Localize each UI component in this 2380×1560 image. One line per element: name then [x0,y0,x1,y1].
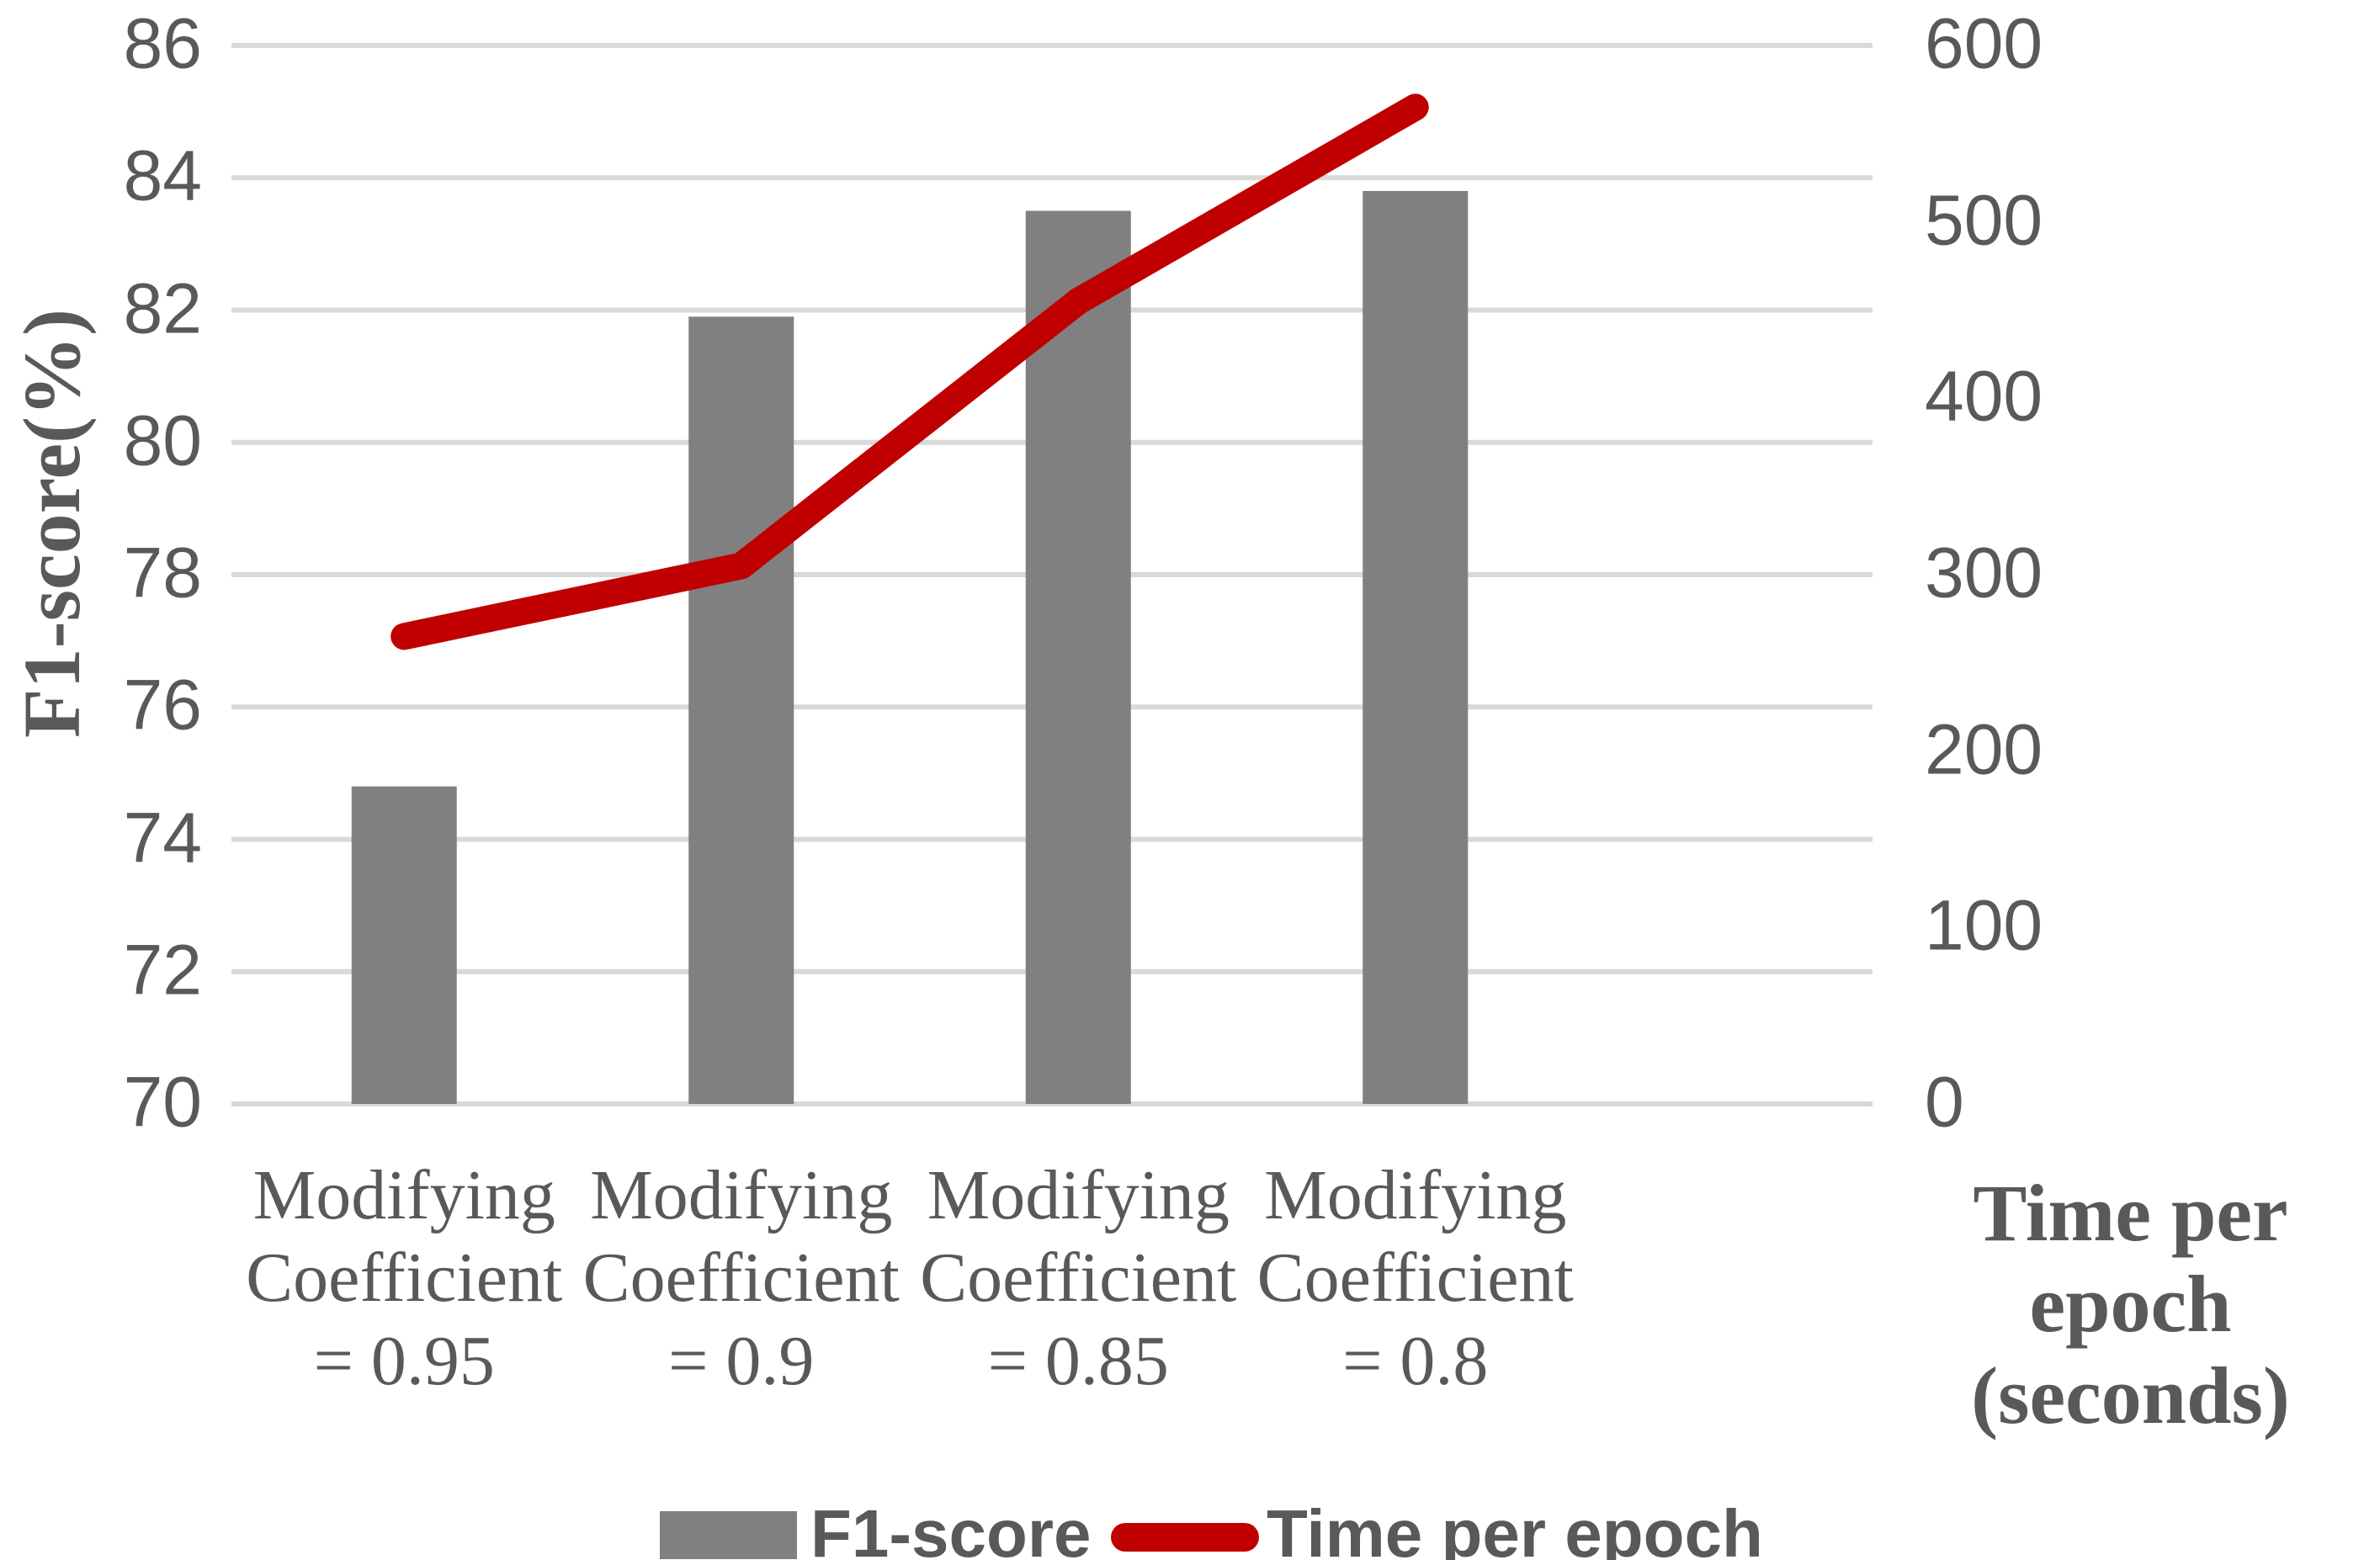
left-axis-tick-label-72: 72 [123,930,202,1010]
category-label-2: Modifying Coefficient = 0.85 [920,1156,1237,1400]
legend-bar-swatch [660,1511,797,1559]
left-axis-tick-label-86: 86 [123,3,202,83]
legend-label-time-per-epoch: Time per epoch [1267,1496,1763,1560]
right-axis-title: Time per epoch (seconds) [1971,1168,2290,1441]
right-axis-tick-label-300: 300 [1925,533,2043,613]
right-axis-tick-label-200: 200 [1925,709,2043,789]
line-time-per-epoch [390,93,1429,650]
left-axis-tick-label-76: 76 [123,665,202,745]
bar-f1-score-1 [688,316,794,1104]
right-axis-tick-label-100: 100 [1925,885,2043,965]
left-axis-tick-label-80: 80 [123,401,202,480]
left-axis-tick-label-78: 78 [123,533,202,613]
legend-line-swatch [1111,1523,1259,1552]
right-axis-tick-label-500: 500 [1925,180,2043,260]
category-label-0: Modifying Coefficient = 0.95 [246,1156,563,1400]
left-axis-tick-label-74: 74 [123,798,202,878]
right-axis-tick-label-600: 600 [1925,3,2043,83]
bar-f1-score-3 [1363,190,1469,1105]
category-label-1: Modifying Coefficient = 0.9 [582,1156,900,1400]
left-axis-tick-label-82: 82 [123,268,202,348]
left-axis-tick-label-70: 70 [123,1062,202,1142]
category-label-3: Modifying Coefficient = 0.8 [1256,1156,1574,1400]
legend-label-f1-score: F1-score [810,1496,1092,1560]
left-axis-tick-label-84: 84 [123,135,202,215]
right-axis-tick-label-400: 400 [1925,356,2043,436]
left-axis-title: F1-score(%) [7,309,97,738]
right-axis-tick-label-0: 0 [1925,1062,1964,1142]
bar-f1-score-0 [351,786,457,1104]
bar-f1-score-2 [1025,210,1131,1104]
